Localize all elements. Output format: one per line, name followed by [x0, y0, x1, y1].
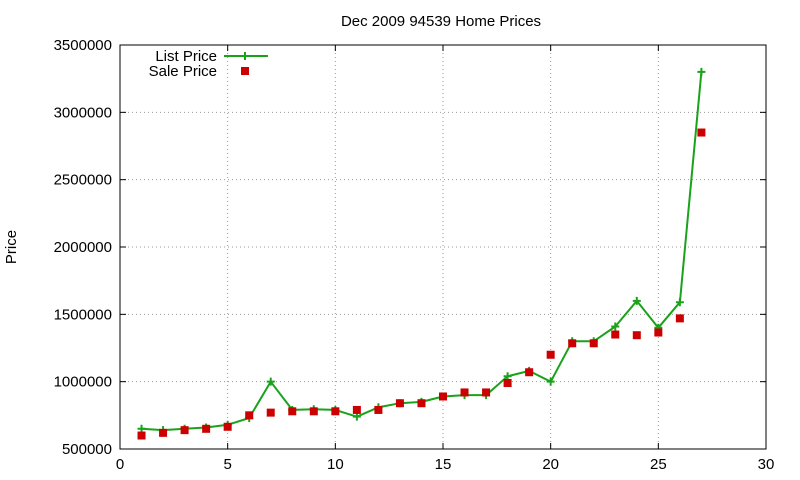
point-sale-price [589, 339, 598, 348]
point-list-price [675, 298, 684, 307]
y-tick-label: 3000000 [54, 104, 112, 121]
point-list-price [632, 296, 641, 305]
axis-ticks: 0 5 10 15 20 25 30 500000 1000000 1500000 2000000 2… [54, 37, 775, 473]
point-list-price [697, 67, 706, 76]
point-list-price [266, 377, 275, 386]
point-sale-price [632, 331, 641, 340]
point-list-price [546, 377, 555, 386]
x-tick-label: 25 [650, 456, 667, 473]
y-tick-label: 500000 [62, 441, 112, 458]
y-tick-label: 1000000 [54, 374, 112, 391]
point-sale-price [159, 428, 168, 437]
point-sale-price [288, 407, 297, 416]
point-sale-price [266, 408, 275, 417]
point-sale-price [352, 405, 361, 414]
point-sale-price [417, 399, 426, 408]
y-tick-label: 2500000 [54, 172, 112, 189]
point-sale-price [460, 388, 469, 397]
point-list-price [137, 424, 146, 433]
y-tick-label: 1500000 [54, 306, 112, 323]
x-tick-label: 5 [223, 456, 231, 473]
point-sale-price [223, 422, 232, 431]
legend-marker-sale-price [241, 67, 249, 75]
y-tick-label: 2000000 [54, 239, 112, 256]
y-axis-label: Price [3, 230, 20, 264]
x-tick-label: 20 [542, 456, 559, 473]
x-tick-label: 10 [327, 456, 344, 473]
point-sale-price [697, 128, 706, 137]
series-layer [137, 67, 706, 440]
point-sale-price [374, 405, 383, 414]
chart-title: Dec 2009 94539 Home Prices [341, 13, 541, 30]
legend-label-sale-price: Sale Price [149, 63, 217, 80]
y-tick-label: 3500000 [54, 37, 112, 54]
legend-label-list-price: List Price [155, 48, 217, 65]
point-sale-price [546, 350, 555, 359]
point-sale-price [245, 411, 254, 420]
point-sale-price [654, 328, 663, 337]
x-tick-label: 0 [116, 456, 124, 473]
point-sale-price [202, 424, 211, 433]
point-sale-price [439, 392, 447, 401]
point-sale-price [180, 426, 189, 435]
point-sale-price [568, 339, 577, 348]
point-sale-price [675, 314, 684, 323]
point-list-price [611, 322, 620, 331]
point-list-price [503, 372, 512, 381]
point-list-price [352, 412, 361, 421]
point-sale-price [395, 399, 404, 408]
legend-marker-list-price [241, 52, 249, 60]
x-tick-label: 30 [758, 456, 775, 473]
point-sale-price [525, 368, 534, 377]
point-sale-price [309, 407, 318, 416]
point-sale-price [137, 431, 146, 440]
point-sale-price [611, 330, 620, 339]
x-tick-label: 15 [435, 456, 452, 473]
legend: List Price Sale Price [149, 48, 268, 80]
point-sale-price [482, 388, 491, 397]
point-sale-price [503, 379, 512, 388]
point-sale-price [331, 407, 340, 416]
